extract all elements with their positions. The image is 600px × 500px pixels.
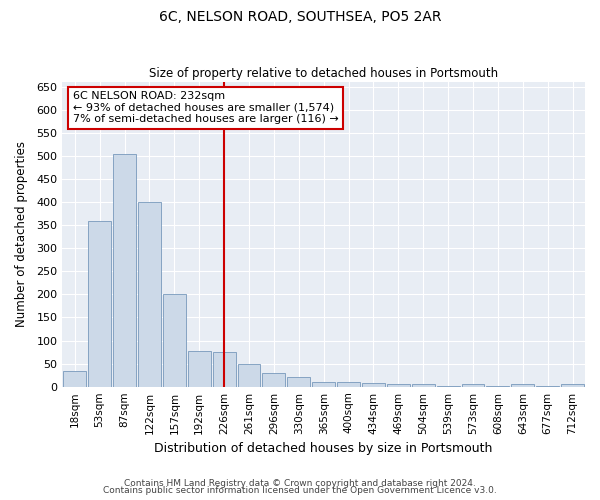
Bar bbox=[138, 202, 161, 386]
Bar bbox=[511, 384, 534, 386]
X-axis label: Distribution of detached houses by size in Portsmouth: Distribution of detached houses by size … bbox=[154, 442, 493, 455]
Text: Contains HM Land Registry data © Crown copyright and database right 2024.: Contains HM Land Registry data © Crown c… bbox=[124, 478, 476, 488]
Bar bbox=[312, 382, 335, 386]
Bar bbox=[238, 364, 260, 386]
Bar bbox=[287, 378, 310, 386]
Y-axis label: Number of detached properties: Number of detached properties bbox=[15, 142, 28, 328]
Bar bbox=[64, 370, 86, 386]
Bar bbox=[262, 373, 286, 386]
Bar bbox=[88, 222, 111, 386]
Bar bbox=[337, 382, 360, 386]
Bar bbox=[387, 384, 410, 386]
Bar bbox=[113, 154, 136, 386]
Text: 6C NELSON ROAD: 232sqm
← 93% of detached houses are smaller (1,574)
7% of semi-d: 6C NELSON ROAD: 232sqm ← 93% of detached… bbox=[73, 91, 338, 124]
Bar bbox=[188, 350, 211, 386]
Bar bbox=[461, 384, 484, 386]
Bar bbox=[163, 294, 186, 386]
Title: Size of property relative to detached houses in Portsmouth: Size of property relative to detached ho… bbox=[149, 66, 498, 80]
Bar bbox=[362, 383, 385, 386]
Bar bbox=[561, 384, 584, 386]
Bar bbox=[412, 384, 434, 386]
Text: Contains public sector information licensed under the Open Government Licence v3: Contains public sector information licen… bbox=[103, 486, 497, 495]
Bar bbox=[212, 352, 236, 386]
Text: 6C, NELSON ROAD, SOUTHSEA, PO5 2AR: 6C, NELSON ROAD, SOUTHSEA, PO5 2AR bbox=[159, 10, 441, 24]
